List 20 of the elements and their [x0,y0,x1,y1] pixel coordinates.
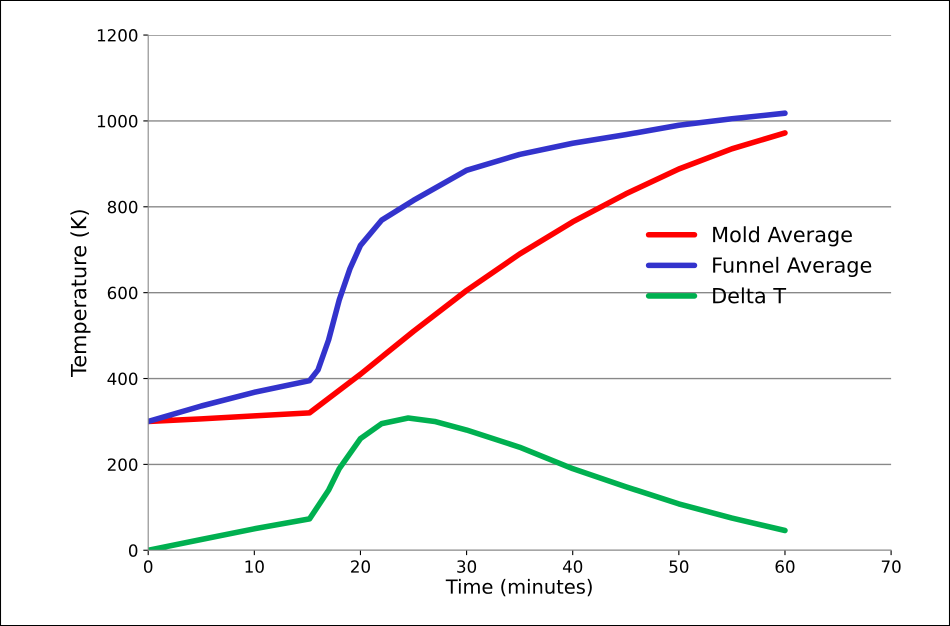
x-tick-label: 50 [670,560,688,573]
x-tick-label: 70 [882,560,901,573]
x-axis-title: Time (minutes) [446,578,592,596]
y-tick-label: 1200 [98,29,138,42]
legend-label: Delta T [713,287,786,304]
y-axis-title: Temperature (K) [70,210,91,377]
y-tick-label: 1000 [98,114,138,128]
x-tick-label: 20 [351,560,370,573]
x-tick-label: 40 [562,560,582,573]
legend-label: Funnel Average [713,256,872,277]
y-tick-label: 400 [107,372,138,386]
x-tick-label: 60 [776,560,794,573]
y-tick-label: 800 [108,200,138,214]
x-tick-label: 10 [246,560,264,573]
y-tick-label: 600 [108,286,138,300]
x-tick-label: 0 [144,560,152,573]
y-tick-label: 200 [108,458,138,471]
x-tick-label: 30 [457,560,476,573]
y-tick-label: 0 [128,544,138,557]
legend-label: Mold Average [713,226,852,246]
